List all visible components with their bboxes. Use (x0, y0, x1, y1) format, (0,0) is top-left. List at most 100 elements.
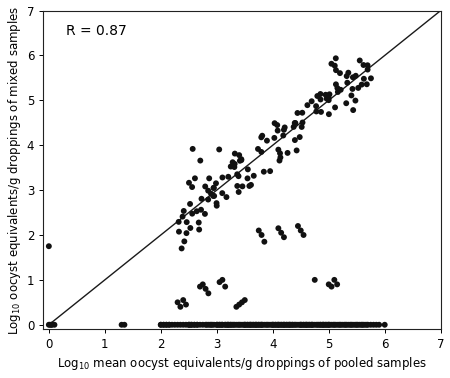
Point (292, 322, 299, 328)
Point (189, 211, 196, 217)
Point (345, 70, 352, 76)
Point (244, 322, 251, 328)
X-axis label: Log$_{10}$ mean oocyst equivalents/g droppings of pooled samples: Log$_{10}$ mean oocyst equivalents/g dro… (57, 355, 427, 372)
Point (271, 120, 278, 126)
Point (205, 322, 212, 328)
Point (331, 63, 338, 69)
Point (118, 322, 125, 328)
Point (234, 171, 241, 177)
Point (157, 322, 164, 328)
Point (325, 322, 333, 328)
Point (178, 245, 185, 251)
Point (294, 322, 302, 328)
Point (381, 322, 388, 328)
Point (163, 322, 170, 328)
Point (325, 94, 332, 101)
Point (205, 290, 212, 296)
Point (317, 109, 324, 115)
Point (334, 89, 342, 95)
Point (280, 322, 288, 328)
Point (211, 193, 218, 199)
Point (231, 150, 239, 156)
Point (219, 190, 226, 196)
Point (275, 322, 282, 328)
Point (322, 322, 329, 328)
Point (341, 322, 348, 328)
Point (166, 322, 173, 328)
Point (216, 322, 223, 328)
Point (332, 104, 339, 110)
Point (349, 74, 356, 80)
Point (286, 322, 293, 328)
Point (325, 281, 333, 287)
Point (202, 286, 209, 292)
Point (181, 239, 188, 245)
Point (188, 322, 195, 328)
Point (45, 322, 53, 328)
Point (276, 158, 283, 164)
Point (253, 322, 261, 328)
Point (320, 322, 327, 328)
Point (335, 322, 342, 328)
Point (252, 322, 260, 328)
Point (331, 277, 338, 283)
Point (292, 322, 300, 328)
Point (223, 322, 230, 328)
Point (279, 322, 287, 328)
Point (250, 322, 257, 328)
Point (308, 322, 315, 328)
Point (349, 322, 356, 328)
Point (258, 322, 265, 328)
Point (174, 299, 181, 305)
Point (317, 322, 324, 328)
Point (300, 322, 307, 328)
Point (235, 302, 243, 308)
Point (191, 322, 198, 328)
Point (238, 322, 246, 328)
Point (219, 322, 226, 328)
Point (294, 110, 301, 116)
Point (248, 322, 255, 328)
Point (255, 322, 262, 328)
Point (196, 226, 203, 232)
Point (343, 322, 350, 328)
Point (277, 155, 284, 161)
Point (244, 322, 251, 328)
Point (221, 322, 229, 328)
Point (157, 322, 164, 328)
Point (325, 111, 333, 117)
Point (333, 322, 341, 328)
Point (177, 322, 184, 328)
Point (241, 297, 248, 303)
Point (259, 133, 266, 139)
Point (356, 57, 363, 64)
Point (294, 223, 302, 229)
Point (276, 150, 284, 156)
Point (334, 85, 341, 91)
Point (324, 322, 331, 328)
Point (171, 322, 178, 328)
Point (355, 85, 362, 91)
Point (274, 128, 281, 134)
Point (166, 322, 173, 328)
Point (299, 119, 306, 125)
Point (312, 103, 319, 109)
Point (336, 322, 343, 328)
Point (270, 322, 278, 328)
Point (163, 322, 170, 328)
Point (198, 207, 205, 213)
Point (227, 164, 234, 170)
Point (333, 67, 340, 73)
Point (363, 81, 370, 87)
Point (258, 149, 265, 155)
Point (230, 322, 237, 328)
Point (236, 158, 243, 164)
Point (347, 322, 355, 328)
Point (356, 322, 363, 328)
Point (308, 98, 315, 104)
Point (269, 322, 276, 328)
Point (363, 322, 370, 328)
Point (241, 322, 248, 328)
Point (307, 322, 315, 328)
Point (325, 322, 333, 328)
